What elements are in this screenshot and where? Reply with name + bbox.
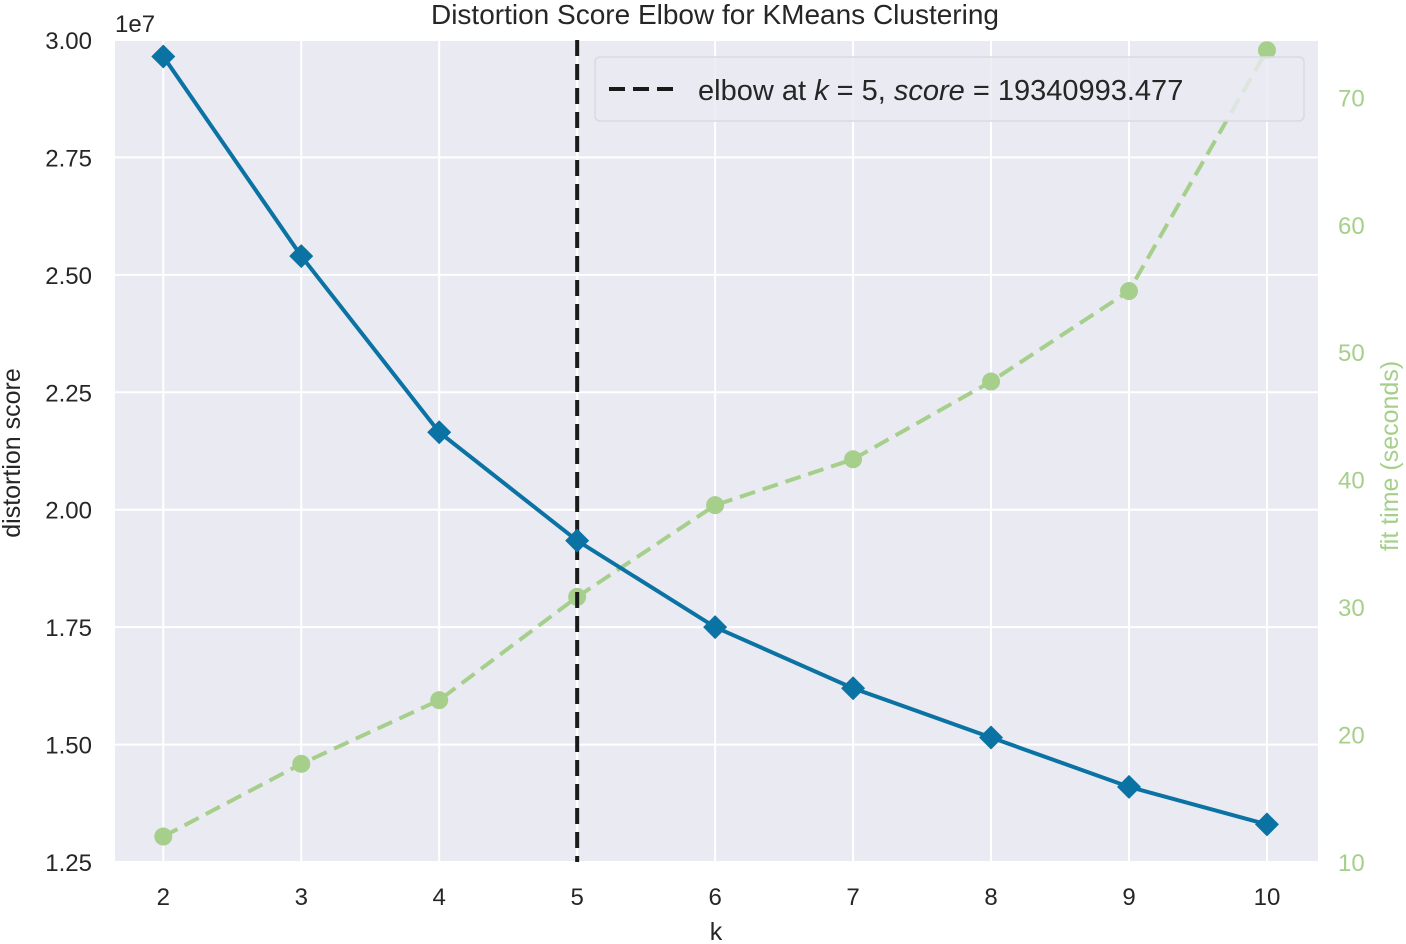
x-tick-label: 10 [1254, 884, 1281, 911]
x-tick-label: 9 [1122, 884, 1135, 911]
chart-title: Distortion Score Elbow for KMeans Cluste… [431, 0, 999, 30]
y-tick-label: 1.25 [45, 850, 92, 877]
fit-time-point [292, 754, 311, 773]
distortion-point [1254, 812, 1279, 837]
fit-time-point [982, 372, 1001, 391]
distortion-point [703, 615, 728, 640]
x-tick-label: 7 [846, 884, 859, 911]
x-tick-label: 8 [984, 884, 997, 911]
distortion-series [151, 44, 1279, 837]
y-tick-label: 2.75 [45, 145, 92, 172]
y2-tick-label: 50 [1338, 340, 1365, 367]
plot-background [115, 40, 1318, 862]
legend-elbow-label: elbow at k = 5, score = 19340993.477 [698, 75, 1183, 107]
fit-time-point [706, 496, 725, 515]
x-tick-label: 3 [295, 884, 308, 911]
fit-time-point [154, 827, 173, 846]
distortion-point [427, 420, 452, 445]
fit-time-point [844, 450, 863, 469]
x-tick-label: 2 [157, 884, 170, 911]
tick-labels: 2 3 4 5 6 7 8 9 10 1.25 1.50 1.75 2.00 2.25 2.50 2.75 3.… [45, 28, 1364, 911]
y-tick-label: 2.00 [45, 498, 92, 525]
y2-tick-label: 40 [1338, 468, 1365, 495]
distortion-point [1116, 774, 1141, 799]
y2-tick-label: 30 [1338, 595, 1365, 622]
x-tick-label: 6 [708, 884, 721, 911]
y-tick-label: 3.00 [45, 28, 92, 55]
fit-time-point [1257, 41, 1276, 60]
legend-box [594, 56, 1305, 122]
y-offset-label: 1e7 [115, 11, 155, 38]
x-axis-label: k [710, 918, 723, 944]
y-tick-label: 1.75 [45, 615, 92, 642]
distortion-point [565, 528, 590, 553]
y2-tick-label: 70 [1338, 85, 1365, 112]
distortion-point [841, 676, 866, 701]
y2-tick-label: 10 [1338, 850, 1365, 877]
y-tick-label: 1.50 [45, 733, 92, 760]
legend: elbow at k = 5, score = 19340993.477 [594, 56, 1305, 122]
fit-time-point [1119, 282, 1138, 301]
fit-time-line [162, 49, 1269, 839]
x-tick-label: 4 [433, 884, 446, 911]
distortion-point [979, 725, 1004, 750]
y2-tick-label: 20 [1338, 723, 1365, 750]
y2-axis-label: fit time (seconds) [1376, 361, 1404, 551]
distortion-point [289, 244, 314, 269]
y-tick-label: 2.25 [45, 380, 92, 407]
fit-time-point [430, 691, 449, 710]
x-tick-label: 5 [570, 884, 583, 911]
y-tick-label: 2.50 [45, 263, 92, 290]
y-axis-label: distortion score [0, 368, 26, 538]
distortion-point [151, 44, 176, 69]
y2-tick-label: 60 [1338, 213, 1365, 240]
